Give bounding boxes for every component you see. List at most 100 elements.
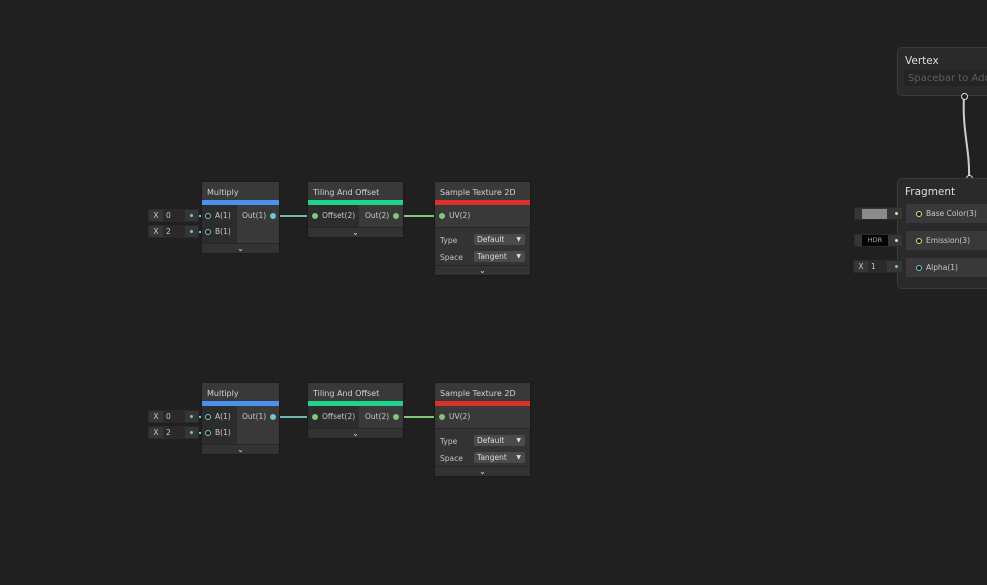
expand-chevron-icon[interactable]: ⌄ <box>308 227 403 237</box>
port-label: B(1) <box>215 428 231 437</box>
node-title: Tiling And Offset <box>308 182 403 200</box>
type-label: Type <box>440 437 458 446</box>
tiling-and-offset-node[interactable]: Tiling And Offset Offset(2) Out(2) ⌄ <box>307 382 404 439</box>
node-color-bar <box>435 401 530 406</box>
node-title: Tiling And Offset <box>308 383 403 401</box>
node-title: Multiply <box>202 182 279 200</box>
port-b[interactable]: B(1) <box>205 227 231 236</box>
input-dot-icon <box>190 431 193 434</box>
block-alpha[interactable]: Alpha(1) <box>906 258 987 277</box>
port-out[interactable]: Out(1) <box>242 412 277 421</box>
dropdown-arrow-icon: ▼ <box>516 236 521 243</box>
tiling-and-offset-node[interactable]: Tiling And Offset Offset(2) Out(2) ⌄ <box>307 181 404 238</box>
node-title: Sample Texture 2D <box>435 182 530 200</box>
block-emission[interactable]: Emission(3) <box>906 231 987 250</box>
port-b-icon <box>205 228 211 235</box>
port-label: B(1) <box>215 227 231 236</box>
port-label: Out(1) <box>242 211 267 220</box>
block-label: Emission(3) <box>926 236 970 245</box>
expand-chevron-icon[interactable]: ⌄ <box>202 243 279 253</box>
port-offset[interactable]: Offset(2) <box>312 211 355 220</box>
space-value: Tangent <box>477 252 507 261</box>
port-uv-icon <box>439 413 445 420</box>
expand-chevron-icon[interactable]: ⌄ <box>435 265 530 275</box>
fragment-context[interactable]: Fragment Base Color(3) Emission(3) Alpha… <box>897 178 987 289</box>
port-a[interactable]: A(1) <box>205 211 231 220</box>
sample-texture-2d-node[interactable]: Sample Texture 2D UV(2) Type Default ▼ Sp… <box>434 181 531 276</box>
port-uv[interactable]: UV(2) <box>439 211 470 220</box>
port-label: A(1) <box>215 211 231 220</box>
dropdown-arrow-icon: ▼ <box>516 437 521 444</box>
port-out[interactable]: Out(1) <box>242 211 277 220</box>
space-value: Tangent <box>477 453 507 462</box>
input-dot-icon <box>190 415 193 418</box>
port-label: A(1) <box>215 412 231 421</box>
input-dot-icon <box>895 212 898 215</box>
sample-texture-2d-node[interactable]: Sample Texture 2D UV(2) Type Default ▼ Sp… <box>434 382 531 477</box>
input-dot-icon <box>895 239 898 242</box>
hdr-color-swatch[interactable]: HDR <box>862 235 888 246</box>
base-color-field[interactable] <box>854 207 903 220</box>
port-uv[interactable]: UV(2) <box>439 412 470 421</box>
port-offset-icon <box>312 212 318 219</box>
port-out-icon <box>393 413 400 420</box>
fragment-title: Fragment <box>905 186 956 198</box>
port-uv-icon <box>439 212 445 219</box>
emission-field[interactable]: HDR <box>854 234 903 247</box>
input-dot-icon <box>895 265 898 268</box>
node-color-bar <box>202 401 279 406</box>
multiply-node[interactable]: Multiply A(1) B(1) Out(1) ⌄ <box>201 382 280 455</box>
node-color-bar <box>435 200 530 205</box>
space-dropdown[interactable]: Tangent ▼ <box>474 452 525 463</box>
port-icon <box>916 237 922 244</box>
port-label: Offset(2) <box>322 412 356 421</box>
port-out[interactable]: Out(2) <box>365 211 400 220</box>
color-swatch[interactable] <box>862 208 887 219</box>
port-b-icon <box>205 429 211 436</box>
b-value[interactable]: 2 <box>163 226 185 237</box>
b-value[interactable]: 2 <box>163 427 185 438</box>
add-block-placeholder[interactable]: Spacebar to Add <box>904 70 987 86</box>
alpha-value[interactable]: 1 <box>868 261 887 272</box>
axis-label: X <box>153 412 159 421</box>
port-out-icon <box>270 413 277 420</box>
expand-chevron-icon[interactable]: ⌄ <box>202 444 279 454</box>
a-value[interactable]: 0 <box>163 411 185 422</box>
type-dropdown[interactable]: Default ▼ <box>474 435 525 446</box>
vertex-context[interactable]: Vertex Spacebar to Add <box>897 47 987 96</box>
type-dropdown[interactable]: Default ▼ <box>474 234 525 245</box>
port-icon <box>916 264 922 271</box>
vertex-title: Vertex <box>905 55 939 67</box>
multiply-node[interactable]: Multiply A(1) B(1) Out(1) ⌄ <box>201 181 280 254</box>
axis-label: X <box>858 262 864 271</box>
expand-chevron-icon[interactable]: ⌄ <box>435 466 530 476</box>
block-base-color[interactable]: Base Color(3) <box>906 204 987 223</box>
input-dot-icon <box>190 230 193 233</box>
axis-label: X <box>153 227 159 236</box>
axis-label: X <box>153 428 159 437</box>
type-value: Default <box>477 235 505 244</box>
space-dropdown[interactable]: Tangent ▼ <box>474 251 525 262</box>
port-offset-icon <box>312 413 318 420</box>
port-label: Out(2) <box>365 211 390 220</box>
type-value: Default <box>477 436 505 445</box>
dropdown-arrow-icon: ▼ <box>516 253 521 260</box>
expand-chevron-icon[interactable]: ⌄ <box>308 428 403 438</box>
port-b[interactable]: B(1) <box>205 428 231 437</box>
port-offset[interactable]: Offset(2) <box>312 412 355 421</box>
port-out[interactable]: Out(2) <box>365 412 400 421</box>
port-a[interactable]: A(1) <box>205 412 231 421</box>
block-label: Alpha(1) <box>926 263 958 272</box>
a-value[interactable]: 0 <box>163 210 185 221</box>
port-a-icon <box>205 413 211 420</box>
node-color-bar <box>202 200 279 205</box>
vertex-output-port-icon[interactable] <box>961 93 968 100</box>
node-title: Sample Texture 2D <box>435 383 530 401</box>
wire-vertex-to-fragment <box>962 95 971 179</box>
